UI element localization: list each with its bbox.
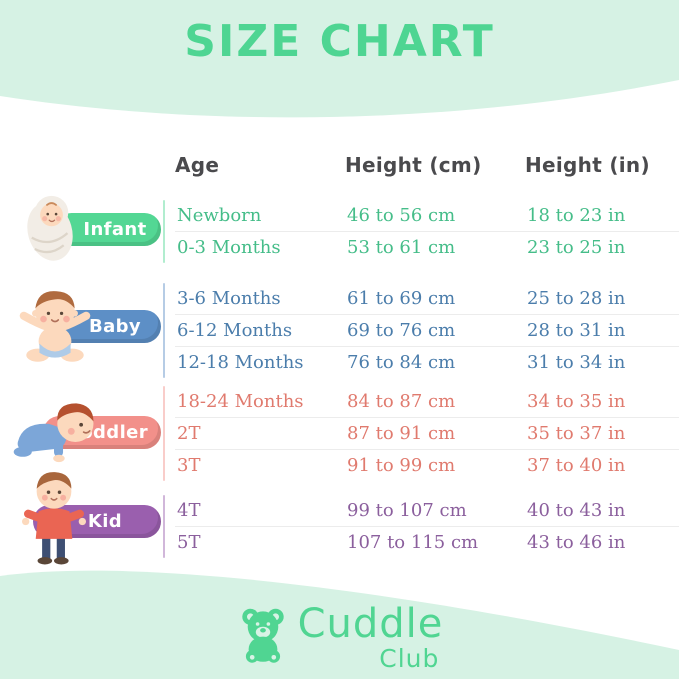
height-cm-cell: 46 to 56 cm bbox=[347, 205, 456, 226]
table-row: 3T 91 to 99 cm 37 to 40 in bbox=[175, 450, 679, 481]
height-in-cell: 35 to 37 in bbox=[527, 423, 626, 444]
col-header-height-cm: Height (cm) bbox=[345, 153, 482, 177]
height-in-cell: 18 to 23 in bbox=[527, 205, 626, 226]
table-group: Kid 4T 99 to 107 cm 40 to 43 in 5T 107 t… bbox=[0, 472, 679, 565]
height-in-cell: 25 to 28 in bbox=[527, 288, 626, 309]
table-group: Toddler 18-24 Months 84 to 87 cm 34 to 3… bbox=[0, 386, 679, 481]
group-pill: Infant bbox=[55, 213, 161, 246]
age-cell: 5T bbox=[177, 532, 201, 553]
teddy-bear-icon bbox=[236, 606, 290, 666]
page-title: SIZE CHART bbox=[184, 16, 495, 67]
height-cm-cell: 61 to 69 cm bbox=[347, 288, 456, 309]
height-cm-cell: 76 to 84 cm bbox=[347, 352, 456, 373]
height-in-cell: 37 to 40 in bbox=[527, 455, 626, 476]
table-row: 18-24 Months 84 to 87 cm 34 to 35 in bbox=[175, 386, 679, 418]
size-table: Age Height (cm) Height (in) Infant Newbo… bbox=[0, 150, 679, 565]
table-row: 6-12 Months 69 to 76 cm 28 to 31 in bbox=[175, 315, 679, 347]
table-row: 4T 99 to 107 cm 40 to 43 in bbox=[175, 495, 679, 527]
group-divider bbox=[163, 283, 165, 378]
bottom-wave bbox=[0, 570, 679, 679]
height-cm-cell: 91 to 99 cm bbox=[347, 455, 456, 476]
table-row: 0-3 Months 53 to 61 cm 23 to 25 in bbox=[175, 232, 679, 263]
group-left: Toddler bbox=[0, 386, 163, 481]
top-wave bbox=[0, 0, 679, 118]
age-cell: 18-24 Months bbox=[177, 391, 304, 412]
group-rows: 4T 99 to 107 cm 40 to 43 in 5T 107 to 11… bbox=[165, 495, 679, 558]
table-row: 2T 87 to 91 cm 35 to 37 in bbox=[175, 418, 679, 450]
height-cm-cell: 99 to 107 cm bbox=[347, 500, 467, 521]
height-cm-cell: 107 to 115 cm bbox=[347, 532, 479, 553]
kid-illustration bbox=[22, 463, 86, 569]
col-header-age: Age bbox=[175, 153, 220, 177]
age-cell: 2T bbox=[177, 423, 201, 444]
group-left: Infant bbox=[0, 195, 163, 263]
table-row: 5T 107 to 115 cm 43 to 46 in bbox=[175, 527, 679, 558]
age-cell: 0-3 Months bbox=[177, 237, 281, 258]
age-cell: 3T bbox=[177, 455, 201, 476]
table-row: 3-6 Months 61 to 69 cm 25 to 28 in bbox=[175, 283, 679, 315]
height-in-cell: 40 to 43 in bbox=[527, 500, 626, 521]
height-cm-cell: 84 to 87 cm bbox=[347, 391, 456, 412]
height-cm-cell: 87 to 91 cm bbox=[347, 423, 456, 444]
table-group: Infant Newborn 46 to 56 cm 18 to 23 in 0… bbox=[0, 195, 679, 263]
col-header-height-in: Height (in) bbox=[525, 153, 650, 177]
table-group: Baby 3-6 Months 61 to 69 cm 25 to 28 in … bbox=[0, 283, 679, 378]
age-cell: 6-12 Months bbox=[177, 320, 293, 341]
height-in-cell: 43 to 46 in bbox=[527, 532, 626, 553]
group-divider bbox=[163, 495, 165, 558]
group-pill-label: Infant bbox=[83, 219, 147, 240]
group-pill-label: Baby bbox=[88, 316, 142, 337]
brand-wordmark: Cuddle Club bbox=[298, 604, 444, 671]
group-rows: 3-6 Months 61 to 69 cm 25 to 28 in 6-12 … bbox=[165, 283, 679, 378]
brand-sub: Club bbox=[379, 644, 440, 673]
height-in-cell: 34 to 35 in bbox=[527, 391, 626, 412]
group-rows: 18-24 Months 84 to 87 cm 34 to 35 in 2T … bbox=[165, 386, 679, 481]
toddler-illustration bbox=[4, 391, 104, 465]
height-cm-cell: 69 to 76 cm bbox=[347, 320, 456, 341]
brand-name: Cuddle bbox=[297, 601, 444, 647]
size-table-body: Infant Newborn 46 to 56 cm 18 to 23 in 0… bbox=[0, 195, 679, 565]
group-left: Baby bbox=[0, 283, 163, 378]
height-in-cell: 23 to 25 in bbox=[527, 237, 626, 258]
brand-footer: Cuddle Club bbox=[0, 604, 679, 671]
height-in-cell: 31 to 34 in bbox=[527, 352, 626, 373]
infant-illustration bbox=[12, 187, 88, 267]
group-divider bbox=[163, 386, 165, 481]
age-cell: 4T bbox=[177, 500, 201, 521]
table-header-row: Age Height (cm) Height (in) bbox=[163, 150, 679, 180]
baby-illustration bbox=[14, 283, 96, 365]
group-divider bbox=[163, 200, 165, 263]
group-left: Kid bbox=[0, 472, 163, 565]
height-cm-cell: 53 to 61 cm bbox=[347, 237, 456, 258]
group-pill-label: Kid bbox=[87, 511, 123, 532]
age-cell: 12-18 Months bbox=[177, 352, 304, 373]
table-row: 12-18 Months 76 to 84 cm 31 to 34 in bbox=[175, 347, 679, 378]
table-row: Newborn 46 to 56 cm 18 to 23 in bbox=[175, 200, 679, 232]
age-cell: Newborn bbox=[177, 205, 262, 226]
group-rows: Newborn 46 to 56 cm 18 to 23 in 0-3 Mont… bbox=[165, 200, 679, 263]
age-cell: 3-6 Months bbox=[177, 288, 281, 309]
height-in-cell: 28 to 31 in bbox=[527, 320, 626, 341]
